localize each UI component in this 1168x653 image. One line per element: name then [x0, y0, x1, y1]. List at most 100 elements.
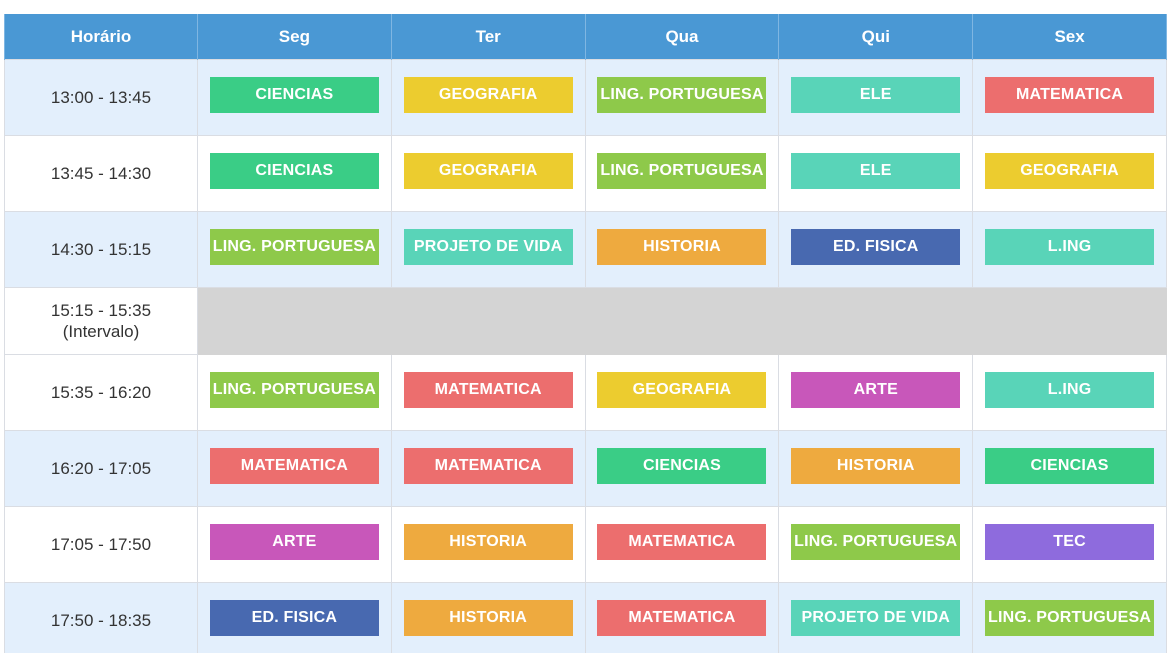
subject-tag[interactable]: HISTORIA	[791, 448, 961, 484]
subject-tag[interactable]: CIENCIAS	[597, 448, 767, 484]
schedule-row: 15:35 - 16:20 LING. PORTUGUESA MATEMATICA G…	[4, 354, 1167, 431]
lesson-cell: PROJETO DE VIDA	[778, 582, 974, 653]
time-slot-label: 13:45 - 14:30	[50, 164, 152, 183]
time-slot-label: 16:20 - 17:05	[50, 459, 152, 478]
subject-tag[interactable]: HISTORIA	[597, 229, 767, 265]
time-slot-label: 17:50 - 18:35	[50, 611, 152, 630]
lesson-cell: TEC	[972, 506, 1167, 583]
subject-tag[interactable]: LING. PORTUGUESA	[597, 77, 767, 113]
time-slot-cell: 16:20 - 17:05	[4, 430, 198, 507]
time-slot-label: 15:15 - 15:35	[50, 301, 152, 320]
lesson-cell: MATEMATICA	[390, 354, 586, 431]
header-day-qua: Qua	[584, 14, 780, 60]
time-slot-cell: 14:30 - 15:15	[4, 211, 198, 288]
subject-tag[interactable]: L.ING	[985, 229, 1155, 265]
subject-tag[interactable]: MATEMATICA	[985, 77, 1155, 113]
subject-tag[interactable]: TEC	[985, 524, 1155, 560]
lesson-cell: ARTE	[197, 506, 392, 583]
schedule-row: 13:45 - 14:30 CIENCIAS GEOGRAFIA LING. PORT…	[4, 135, 1167, 212]
lesson-cell: ARTE	[778, 354, 974, 431]
lesson-cell: LING. PORTUGUESA	[584, 59, 780, 136]
break-cell	[778, 287, 974, 355]
lesson-cell: HISTORIA	[778, 430, 974, 507]
lesson-cell: LING. PORTUGUESA	[197, 354, 392, 431]
lesson-cell: CIENCIAS	[972, 430, 1167, 507]
subject-tag[interactable]: GEOGRAFIA	[403, 77, 573, 113]
class-schedule-table: Horário Seg Ter Qua Qui Sex 13:00 - 13:4…	[4, 14, 1167, 653]
subject-tag[interactable]: PROJETO DE VIDA	[791, 600, 961, 636]
subject-tag[interactable]: PROJETO DE VIDA	[403, 229, 573, 265]
time-slot-cell: 17:50 - 18:35	[4, 582, 198, 653]
lesson-cell: PROJETO DE VIDA	[390, 211, 586, 288]
time-slot-cell: 13:00 - 13:45	[4, 59, 198, 136]
break-cell	[584, 287, 780, 355]
lesson-cell: L.ING	[972, 211, 1167, 288]
lesson-cell: MATEMATICA	[584, 582, 780, 653]
time-slot-label: 15:35 - 16:20	[50, 383, 152, 402]
lesson-cell: GEOGRAFIA	[390, 59, 586, 136]
subject-tag[interactable]: MATEMATICA	[597, 600, 767, 636]
subject-tag[interactable]: GEOGRAFIA	[597, 372, 767, 408]
lesson-cell: LING. PORTUGUESA	[584, 135, 780, 212]
schedule-row: 17:50 - 18:35 ED. FISICA HISTORIA MATEMATIC…	[4, 582, 1167, 653]
subject-tag[interactable]: GEOGRAFIA	[985, 153, 1155, 189]
subject-tag[interactable]: MATEMATICA	[403, 448, 573, 484]
subject-tag[interactable]: ELE	[791, 153, 961, 189]
lesson-cell: ED. FISICA	[197, 582, 392, 653]
lesson-cell: MATEMATICA	[390, 430, 586, 507]
lesson-cell: HISTORIA	[390, 506, 586, 583]
lesson-cell: MATEMATICA	[972, 59, 1167, 136]
subject-tag[interactable]: ELE	[791, 77, 961, 113]
time-slot-label: 14:30 - 15:15	[50, 240, 152, 259]
subject-tag[interactable]: LING. PORTUGUESA	[209, 372, 379, 408]
subject-tag[interactable]: LING. PORTUGUESA	[791, 524, 961, 560]
subject-tag[interactable]: HISTORIA	[403, 524, 573, 560]
subject-tag[interactable]: CIENCIAS	[985, 448, 1155, 484]
header-day-seg: Seg	[197, 14, 392, 60]
break-cell	[972, 287, 1167, 355]
schedule-row: 14:30 - 15:15 LING. PORTUGUESA PROJETO DE …	[4, 211, 1167, 288]
lesson-cell: CIENCIAS	[197, 59, 392, 136]
lesson-cell: L.ING	[972, 354, 1167, 431]
lesson-cell: ED. FISICA	[778, 211, 974, 288]
subject-tag[interactable]: L.ING	[985, 372, 1155, 408]
subject-tag[interactable]: CIENCIAS	[209, 153, 379, 189]
subject-tag[interactable]: LING. PORTUGUESA	[597, 153, 767, 189]
header-day-ter: Ter	[390, 14, 586, 60]
schedule-row: 16:20 - 17:05 MATEMATICA MATEMATICA CIENCIA…	[4, 430, 1167, 507]
lesson-cell: CIENCIAS	[197, 135, 392, 212]
header-row: Horário Seg Ter Qua Qui Sex	[4, 14, 1167, 60]
subject-tag[interactable]: LING. PORTUGUESA	[985, 600, 1155, 636]
lesson-cell: HISTORIA	[390, 582, 586, 653]
time-slot-cell: 15:15 - 15:35 (Intervalo)	[4, 287, 198, 355]
lesson-cell: GEOGRAFIA	[972, 135, 1167, 212]
subject-tag[interactable]: ARTE	[209, 524, 379, 560]
subject-tag[interactable]: MATEMATICA	[403, 372, 573, 408]
lesson-cell: HISTORIA	[584, 211, 780, 288]
time-slot-cell: 15:35 - 16:20	[4, 354, 198, 431]
subject-tag[interactable]: LING. PORTUGUESA	[209, 229, 379, 265]
lesson-cell: LING. PORTUGUESA	[972, 582, 1167, 653]
subject-tag[interactable]: ARTE	[791, 372, 961, 408]
lesson-cell: ELE	[778, 59, 974, 136]
subject-tag[interactable]: ED. FISICA	[209, 600, 379, 636]
schedule-body: 13:00 - 13:45 CIENCIAS GEOGRAFIA LING. PORT…	[4, 59, 1167, 653]
lesson-cell: LING. PORTUGUESA	[778, 506, 974, 583]
subject-tag[interactable]: MATEMATICA	[209, 448, 379, 484]
lesson-cell: ELE	[778, 135, 974, 212]
subject-tag[interactable]: CIENCIAS	[209, 77, 379, 113]
schedule-row: 17:05 - 17:50 ARTE HISTORIA MATEMATICA LING.…	[4, 506, 1167, 583]
time-slot-label: 13:00 - 13:45	[50, 88, 152, 107]
break-row: 15:15 - 15:35 (Intervalo)	[4, 287, 1167, 355]
lesson-cell: MATEMATICA	[584, 506, 780, 583]
schedule-row: 13:00 - 13:45 CIENCIAS GEOGRAFIA LING. PORT…	[4, 59, 1167, 136]
lesson-cell: MATEMATICA	[197, 430, 392, 507]
header-time: Horário	[4, 14, 198, 60]
subject-tag[interactable]: HISTORIA	[403, 600, 573, 636]
subject-tag[interactable]: ED. FISICA	[791, 229, 961, 265]
time-slot-cell: 17:05 - 17:50	[4, 506, 198, 583]
subject-tag[interactable]: GEOGRAFIA	[403, 153, 573, 189]
break-cell	[197, 287, 392, 355]
subject-tag[interactable]: MATEMATICA	[597, 524, 767, 560]
